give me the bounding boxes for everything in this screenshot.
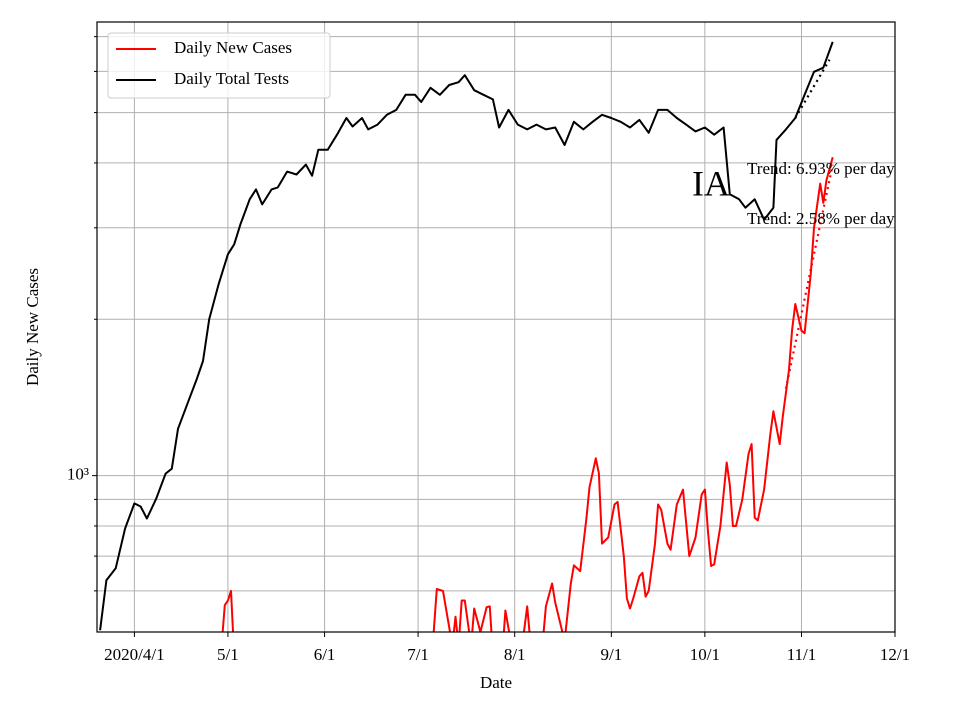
legend-label: Daily New Cases: [174, 38, 292, 57]
x-axis-label: Date: [480, 673, 512, 692]
annotation: Trend: 2.58% per day: [747, 209, 895, 228]
x-tick-label: 12/1: [880, 645, 910, 664]
trend-line: [784, 164, 834, 389]
x-tick-label: 7/1: [407, 645, 429, 664]
series-line: [99, 41, 834, 631]
annotation: IA: [692, 163, 730, 203]
x-tick-label: 5/1: [217, 645, 239, 664]
y-axis-label: Daily New Cases: [23, 268, 42, 386]
x-tick-label: 8/1: [504, 645, 526, 664]
axes: 2020/4/1 5/1 6/1 7/1 8/1 9/1 10/1 11/1 12/1 10³: [67, 36, 910, 664]
x-tick-label: 10/1: [690, 645, 720, 664]
annotation: Trend: 6.93% per day: [747, 159, 895, 178]
x-tick-label: 6/1: [314, 645, 336, 664]
plot-area: [99, 41, 834, 632]
x-tick-label: 9/1: [600, 645, 622, 664]
legend-box: [107, 32, 331, 99]
y-tick-label: 10³: [67, 465, 89, 484]
legend: Daily New Cases Daily Total Tests: [107, 32, 331, 99]
legend-label: Daily Total Tests: [174, 69, 289, 88]
x-tick-label: 11/1: [787, 645, 817, 664]
axes-frame: [96, 21, 896, 633]
series-line: [221, 157, 834, 632]
x-tick-label: 2020/4/1: [104, 645, 164, 664]
